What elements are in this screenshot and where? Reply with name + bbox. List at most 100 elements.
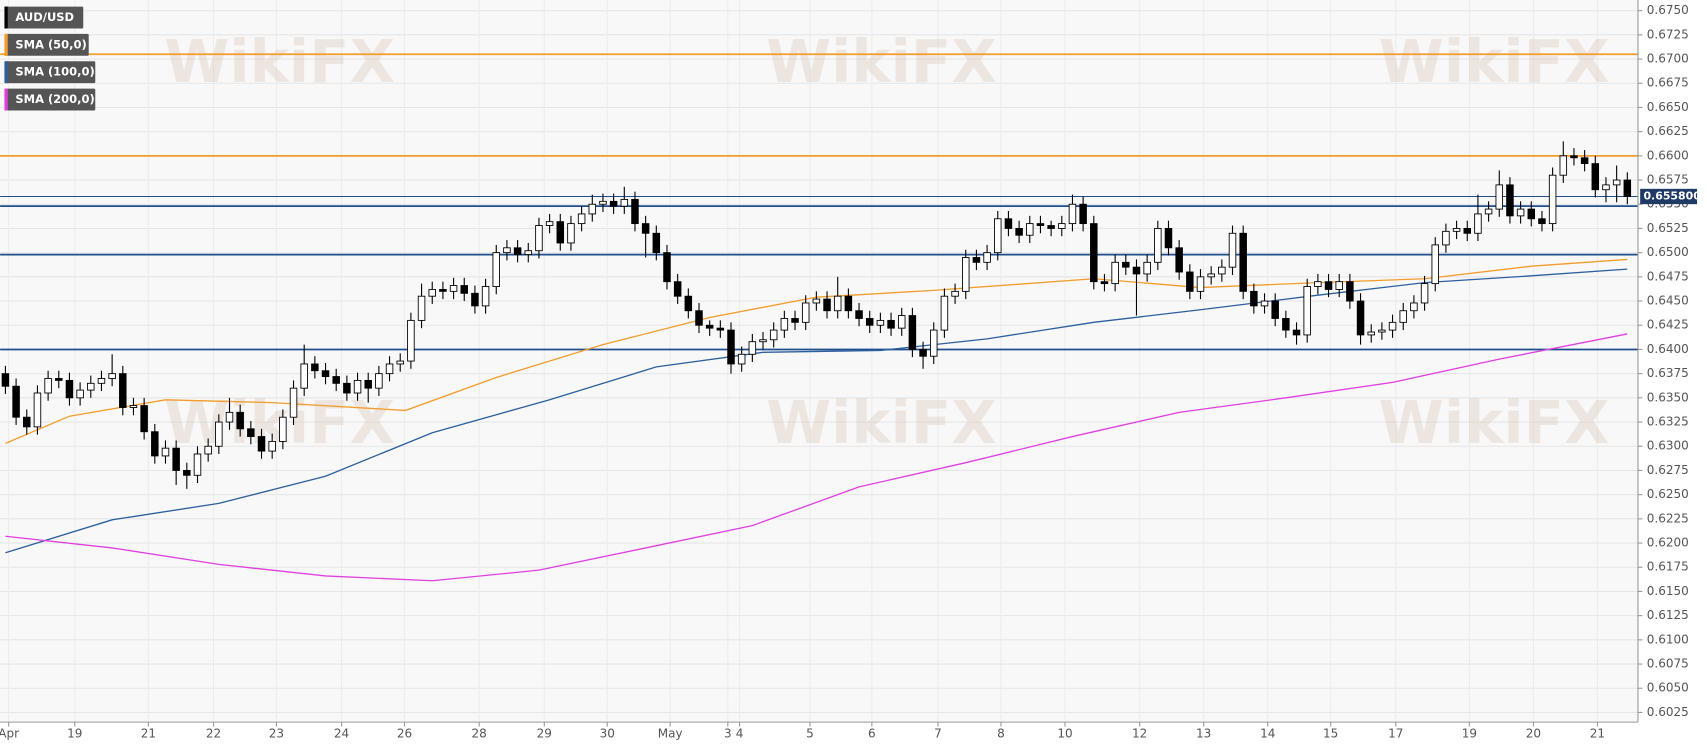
candle-body xyxy=(1228,232,1237,268)
legend-swatch xyxy=(4,33,8,56)
candle-body xyxy=(1,373,10,387)
candle-body xyxy=(1431,244,1439,285)
candle-body xyxy=(1484,208,1493,215)
y-tick-label: 0.6750 xyxy=(1647,3,1689,17)
x-tick-label: 14 xyxy=(1260,727,1275,741)
candle-body xyxy=(1314,281,1322,287)
candle-body xyxy=(663,252,671,283)
candle-body xyxy=(588,203,597,215)
candle-body xyxy=(1218,266,1226,275)
x-tick-label: 4 xyxy=(736,727,744,741)
y-tick-label: 0.6400 xyxy=(1647,342,1689,356)
candle-body xyxy=(1559,155,1568,176)
y-tick-label: 0.6250 xyxy=(1647,487,1689,501)
candle-body xyxy=(1036,223,1045,226)
candle-body xyxy=(449,285,458,292)
candle-body xyxy=(556,221,565,244)
x-tick-label: 23 xyxy=(269,727,284,741)
candle-body xyxy=(1420,283,1429,304)
candle-body xyxy=(1623,179,1632,197)
candle-body xyxy=(1346,281,1354,302)
candle-body xyxy=(844,295,853,312)
candle-body xyxy=(1591,163,1600,191)
candle-body xyxy=(727,329,735,365)
candle-body xyxy=(1548,174,1557,225)
candle-body xyxy=(524,250,533,256)
candle-body xyxy=(1378,329,1386,333)
candle-body xyxy=(823,298,831,312)
y-tick-label: 0.6725 xyxy=(1647,27,1689,41)
candle-body xyxy=(673,281,682,297)
legend-swatch xyxy=(4,61,8,84)
candle-body xyxy=(460,285,468,294)
candle-body xyxy=(1410,302,1418,312)
legend-box xyxy=(4,88,96,111)
y-tick-label: 0.6175 xyxy=(1647,560,1689,574)
legend-label: SMA (200,0) xyxy=(15,92,94,106)
watermark: WikiFX xyxy=(164,27,395,96)
candle-body xyxy=(780,318,789,331)
candle-body xyxy=(12,385,20,418)
candle-body xyxy=(119,373,127,408)
candle-body xyxy=(577,213,586,225)
candle-body xyxy=(962,257,970,292)
candle-body xyxy=(1260,300,1269,307)
candle-body xyxy=(215,421,223,447)
candle-body xyxy=(1196,276,1205,292)
candle-body xyxy=(503,247,511,254)
candle-body xyxy=(1602,184,1610,191)
candle-body xyxy=(161,447,170,457)
candle-body xyxy=(1207,273,1215,278)
candle-body xyxy=(439,288,447,292)
y-tick-label: 0.6700 xyxy=(1647,52,1689,66)
candle-body xyxy=(1367,331,1375,336)
candle-body xyxy=(1100,281,1109,285)
candle-body xyxy=(97,378,106,384)
candle-body xyxy=(1143,261,1151,275)
y-tick-label: 0.6025 xyxy=(1647,705,1689,719)
candle-body xyxy=(76,389,84,399)
candle-body xyxy=(769,329,778,341)
candle-body xyxy=(183,470,191,476)
candle-body xyxy=(1079,203,1087,225)
candle-body xyxy=(33,392,42,428)
candle-body xyxy=(407,319,415,362)
watermark: WikiFX xyxy=(1379,27,1610,96)
candle-body xyxy=(1324,281,1333,290)
candle-body xyxy=(44,378,52,394)
y-tick-label: 0.6100 xyxy=(1647,632,1689,646)
candle-body xyxy=(748,341,757,355)
candle-body xyxy=(428,288,436,297)
candle-body xyxy=(87,382,95,391)
candle-body xyxy=(1047,225,1055,229)
legend: AUD/USD SMA (50,0) SMA (100,0) SMA (200,0) xyxy=(4,6,96,111)
legend-box xyxy=(4,6,84,29)
candle-body xyxy=(1580,157,1589,165)
candle-body xyxy=(1122,261,1130,268)
candle-body xyxy=(492,252,501,287)
x-tick-label: 20 xyxy=(1526,727,1541,741)
candle-body xyxy=(65,379,74,399)
legend-box xyxy=(4,61,96,84)
x-tick-label: 29 xyxy=(537,727,552,741)
candle-body xyxy=(225,411,234,423)
legend-label: SMA (50,0) xyxy=(15,37,86,51)
candle-body xyxy=(994,218,1002,254)
candle-body xyxy=(1132,266,1141,275)
y-tick-label: 0.6075 xyxy=(1647,657,1689,671)
candle-body xyxy=(193,453,202,476)
candle-body xyxy=(812,298,821,304)
x-tick-label: 12 xyxy=(1132,727,1147,741)
candle-body xyxy=(247,428,255,437)
candle-body xyxy=(236,411,244,430)
candle-body xyxy=(1463,228,1472,234)
candle-body xyxy=(652,232,661,254)
x-tick-label: 13 xyxy=(1196,727,1211,741)
candle-body xyxy=(1495,184,1504,210)
sma-line xyxy=(5,333,1628,582)
candle-body xyxy=(1090,223,1098,283)
price-tag-label: 0.655800 xyxy=(1643,190,1701,203)
x-tick-label: 21 xyxy=(1590,727,1605,741)
